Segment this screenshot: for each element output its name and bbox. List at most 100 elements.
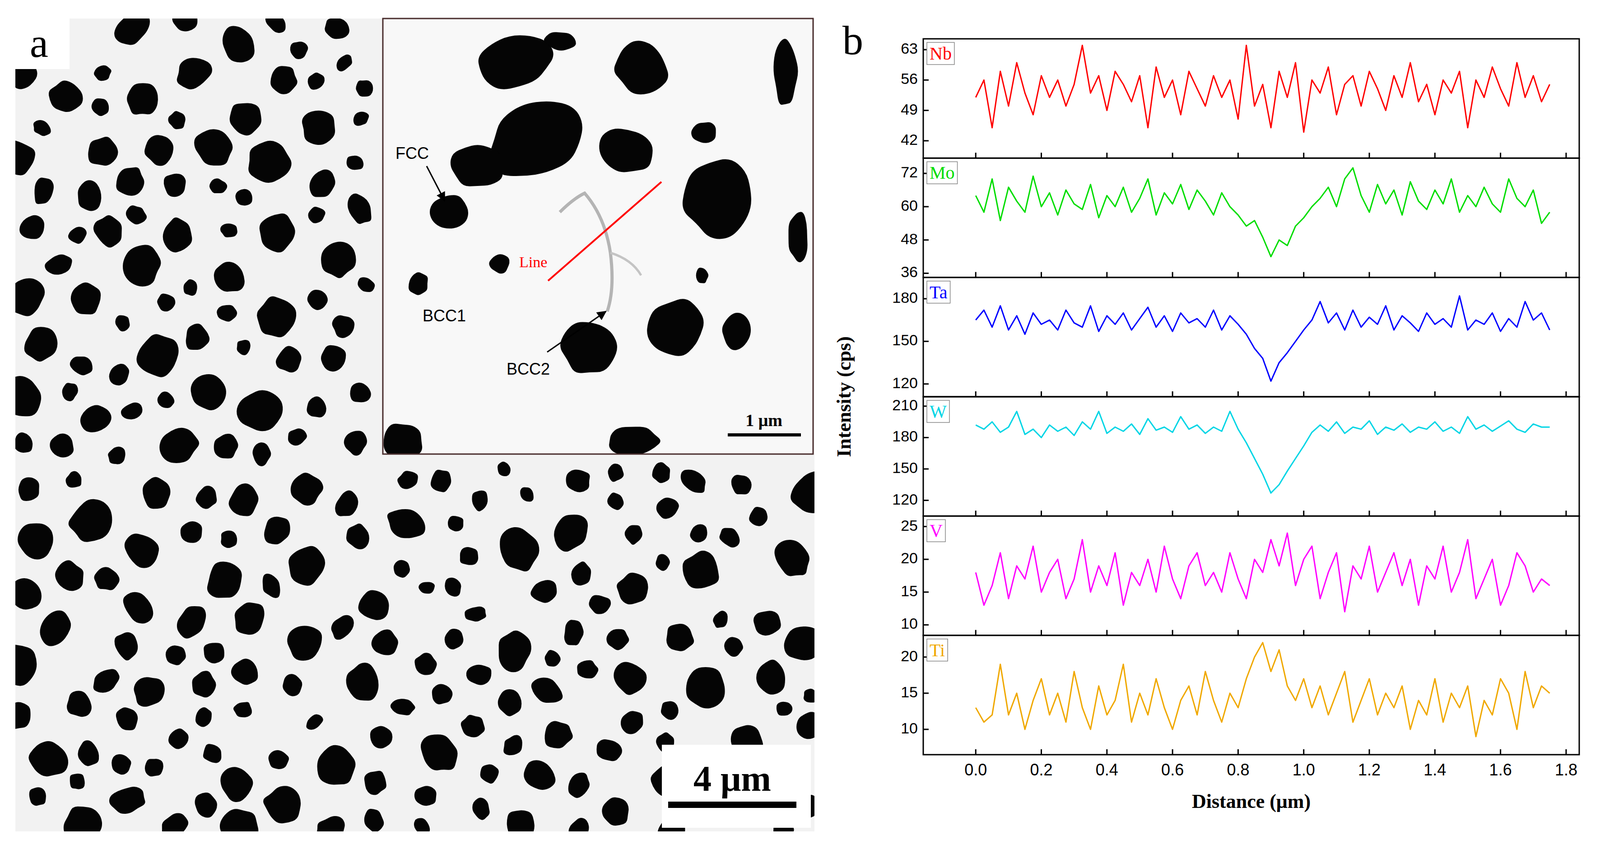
precipitate <box>93 669 120 693</box>
y-tick-label: 10 <box>900 614 918 633</box>
x-tick <box>1040 272 1042 278</box>
precipitate <box>544 650 561 667</box>
precipitate <box>756 660 786 695</box>
y-tick-label: 72 <box>900 163 918 181</box>
precipitate <box>55 560 84 591</box>
precipitate <box>609 426 661 455</box>
element-tag-box <box>926 400 950 423</box>
x-tick <box>1565 510 1567 517</box>
precipitate <box>68 499 113 543</box>
y-tick <box>923 239 929 241</box>
precipitate <box>144 758 164 777</box>
phase-label: FCC <box>395 144 429 163</box>
scale-bar-label: 1 μm <box>745 410 783 430</box>
precipitate <box>287 626 322 661</box>
precipitate <box>607 492 624 511</box>
precipitate <box>530 580 557 604</box>
precipitate <box>195 707 212 728</box>
precipitate <box>159 427 200 464</box>
precipitate <box>176 606 206 639</box>
precipitate <box>460 715 485 738</box>
precipitate <box>357 277 375 293</box>
x-tick <box>1237 272 1239 278</box>
y-tick-label: 15 <box>900 582 918 600</box>
precipitate <box>566 469 591 493</box>
precipitate <box>390 698 416 716</box>
precipitate <box>231 658 258 685</box>
precipitate <box>186 323 210 350</box>
precipitate <box>383 423 423 455</box>
precipitate <box>614 40 669 95</box>
precipitate <box>209 178 228 194</box>
precipitate <box>364 809 384 832</box>
x-tick <box>1237 510 1239 517</box>
inset-ground <box>382 18 814 455</box>
precipitate <box>93 65 112 82</box>
y-tick-label: 180 <box>892 427 918 445</box>
x-tick <box>1499 630 1502 636</box>
precipitate <box>63 806 103 832</box>
precipitate <box>324 18 350 39</box>
precipitate <box>480 764 499 784</box>
precipitate <box>93 215 122 248</box>
x-tick-label: 1.4 <box>1423 760 1447 780</box>
precipitate <box>183 279 197 297</box>
precipitate <box>290 472 324 506</box>
scale-bar-ground <box>661 744 811 828</box>
precipitate <box>15 278 45 317</box>
precipitate <box>796 711 815 740</box>
x-tick <box>975 391 977 397</box>
y-tick <box>923 624 929 626</box>
x-tick <box>1499 391 1502 397</box>
precipitate <box>460 547 479 566</box>
precipitate <box>344 431 368 456</box>
panel-letter: a <box>29 19 49 66</box>
precipitate <box>222 25 255 63</box>
y-tick-label: 20 <box>900 549 918 567</box>
precipitate <box>346 155 364 170</box>
precipitate <box>19 215 45 240</box>
x-tick <box>1368 272 1371 278</box>
precipitate <box>162 813 189 832</box>
x-tick <box>1434 272 1436 278</box>
inset <box>382 18 814 455</box>
precipitate <box>190 374 226 411</box>
precipitate <box>691 122 717 144</box>
x-tick <box>1565 391 1567 397</box>
x-tick <box>1302 749 1305 755</box>
precipitate <box>126 83 159 115</box>
precipitate <box>317 745 356 786</box>
precipitate <box>262 573 281 599</box>
x-tick-label: 1.8 <box>1554 760 1578 780</box>
line-label: Line <box>519 253 548 271</box>
y-tick-label: 42 <box>900 130 918 149</box>
micrograph <box>15 18 815 832</box>
precipitate <box>17 523 54 560</box>
precipitate <box>790 471 815 514</box>
precipitate <box>168 728 189 750</box>
precipitate <box>234 602 265 636</box>
precipitate <box>520 487 534 502</box>
precipitate <box>656 497 680 519</box>
precipitate <box>523 760 556 791</box>
precipitate <box>172 18 198 32</box>
precipitate <box>353 111 369 126</box>
precipitate <box>70 282 101 315</box>
precipitate <box>680 469 706 494</box>
x-tick <box>1172 510 1174 517</box>
precipitate <box>588 595 611 614</box>
panel: 42495663Nb <box>900 38 1580 159</box>
plot-area <box>975 167 1550 257</box>
precipitate <box>290 41 309 60</box>
precipitate <box>66 691 92 718</box>
precipitate <box>136 334 179 377</box>
y-tick-label: 15 <box>900 683 918 701</box>
precipitate <box>560 322 618 374</box>
precipitate <box>207 561 242 598</box>
precipitate <box>601 797 629 827</box>
x-tick-label: 0.4 <box>1095 760 1119 780</box>
panel-letter: b <box>842 17 864 64</box>
y-tick <box>923 558 929 561</box>
precipitate <box>307 206 326 224</box>
precipitate <box>306 396 326 418</box>
